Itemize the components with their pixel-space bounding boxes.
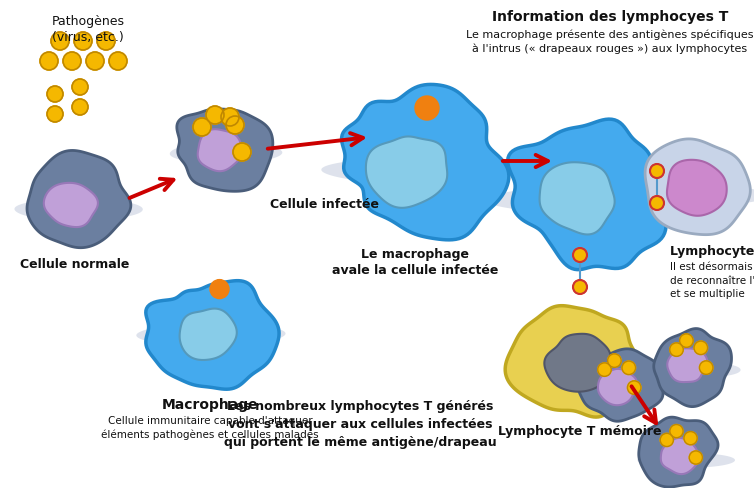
- Text: Information des lymphocyes T: Information des lymphocyes T: [492, 10, 728, 24]
- Text: Lymphocyte T: Lymphocyte T: [670, 244, 754, 258]
- Polygon shape: [638, 186, 754, 205]
- Polygon shape: [667, 161, 727, 216]
- Circle shape: [206, 107, 224, 125]
- Polygon shape: [505, 306, 639, 417]
- Polygon shape: [366, 137, 447, 208]
- Circle shape: [226, 117, 244, 135]
- Circle shape: [573, 248, 587, 263]
- Polygon shape: [667, 348, 707, 382]
- Circle shape: [97, 33, 115, 51]
- Circle shape: [86, 53, 104, 71]
- Polygon shape: [136, 324, 286, 347]
- Circle shape: [221, 109, 239, 127]
- Text: Macrophage: Macrophage: [161, 397, 259, 411]
- Circle shape: [650, 197, 664, 210]
- Polygon shape: [505, 355, 659, 376]
- Circle shape: [233, 143, 251, 162]
- Circle shape: [193, 119, 211, 137]
- Circle shape: [689, 451, 703, 464]
- Text: Cellule normale: Cellule normale: [20, 258, 130, 270]
- Polygon shape: [661, 438, 698, 474]
- Circle shape: [573, 281, 587, 294]
- Polygon shape: [598, 369, 637, 406]
- Text: Le macrophage
avale la cellule infectée: Le macrophage avale la cellule infectée: [332, 247, 498, 276]
- Polygon shape: [321, 158, 522, 185]
- Polygon shape: [27, 151, 131, 248]
- Polygon shape: [170, 144, 282, 164]
- Polygon shape: [645, 140, 750, 235]
- Circle shape: [72, 80, 88, 96]
- Polygon shape: [540, 163, 615, 235]
- Circle shape: [210, 280, 229, 299]
- Circle shape: [598, 363, 611, 377]
- Circle shape: [661, 433, 673, 447]
- Polygon shape: [578, 349, 663, 422]
- Polygon shape: [507, 120, 669, 270]
- Circle shape: [415, 97, 439, 121]
- Circle shape: [700, 361, 713, 375]
- Circle shape: [627, 381, 641, 394]
- Circle shape: [679, 334, 693, 347]
- Text: Cellule immunitaire capable d'attaquer
éléments pathogènes et cellules malades: Cellule immunitaire capable d'attaquer é…: [101, 415, 319, 439]
- Text: Lymphocyte T mémoire: Lymphocyte T mémoire: [498, 424, 662, 437]
- Polygon shape: [14, 200, 143, 221]
- Circle shape: [47, 107, 63, 123]
- Text: Cellule infectée: Cellule infectée: [270, 198, 379, 210]
- Polygon shape: [146, 281, 279, 389]
- Circle shape: [63, 53, 81, 71]
- Circle shape: [650, 164, 664, 179]
- Polygon shape: [544, 334, 611, 392]
- Circle shape: [622, 361, 636, 375]
- Circle shape: [51, 33, 69, 51]
- Polygon shape: [643, 362, 740, 378]
- Text: Pathogènes
(virus, etc.): Pathogènes (virus, etc.): [51, 15, 124, 44]
- Polygon shape: [639, 417, 718, 487]
- Text: Le macrophage présente des antigènes spécifiques
à l'intrus (« drapeaux rouges »: Le macrophage présente des antigènes spé…: [466, 30, 754, 54]
- Circle shape: [74, 33, 92, 51]
- Polygon shape: [637, 453, 735, 468]
- Circle shape: [40, 53, 58, 71]
- Circle shape: [670, 425, 683, 438]
- Polygon shape: [342, 85, 509, 241]
- Circle shape: [109, 53, 127, 71]
- Circle shape: [72, 100, 88, 116]
- Circle shape: [684, 432, 697, 445]
- Circle shape: [694, 341, 707, 355]
- Polygon shape: [198, 130, 242, 172]
- Polygon shape: [177, 110, 273, 192]
- Text: Les nombreux lymphocytes T générés
vont s'attaquer aux cellules infectées
qui po: Les nombreux lymphocytes T générés vont …: [224, 399, 496, 448]
- Polygon shape: [44, 183, 98, 227]
- Polygon shape: [486, 187, 675, 214]
- Circle shape: [47, 87, 63, 103]
- Circle shape: [670, 343, 683, 357]
- Polygon shape: [654, 329, 731, 407]
- Polygon shape: [572, 383, 674, 398]
- Text: Il est désormais capable
de reconnaître l'intrus
et se multiplie: Il est désormais capable de reconnaître …: [670, 262, 754, 298]
- Circle shape: [608, 354, 621, 367]
- Polygon shape: [179, 309, 237, 360]
